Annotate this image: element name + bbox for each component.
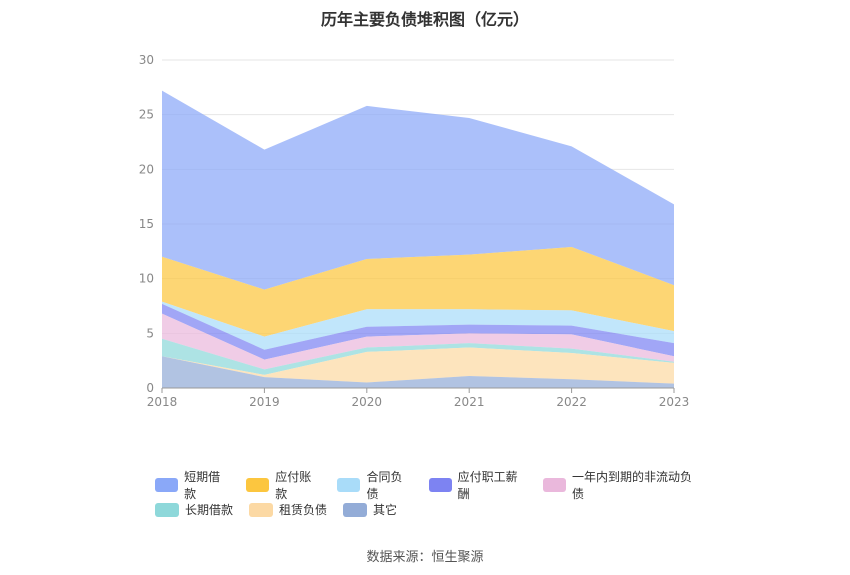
legend-item[interactable]: 租赁负债 [249, 501, 327, 518]
area-series-2[interactable] [162, 246, 674, 337]
area-series-4[interactable] [162, 303, 674, 360]
legend-swatch [542, 477, 566, 492]
data-source-note: 数据来源：恒生聚源 [366, 550, 484, 565]
y-tick-label: 0 [146, 381, 154, 395]
legend-swatch [155, 477, 179, 492]
area-series-5[interactable] [162, 313, 674, 370]
legend-row: 短期借款 应付账款 合同负债 应付职工薪酬 一年内到期的非流动负债 [155, 470, 715, 501]
legend-label: 一年内到期的非流动负债 [571, 469, 692, 501]
area-series-3[interactable] [162, 301, 674, 350]
legend-item[interactable]: 一年内到期的非流动负债 [542, 468, 699, 502]
legend-swatch [155, 502, 179, 517]
y-tick-label: 25 [139, 108, 154, 122]
legend-label: 其它 [373, 503, 398, 517]
legend-row: 长期借款 租赁负债 其它 [155, 497, 715, 522]
legend-item[interactable]: 其它 [343, 501, 397, 518]
legend-label: 应付职工薪酬 [457, 469, 518, 501]
legend-item[interactable]: 应付账款 [246, 468, 321, 502]
legend-swatch [343, 502, 368, 517]
y-tick-label: 15 [139, 217, 154, 231]
legend-item[interactable]: 短期借款 [155, 468, 230, 502]
x-tick-label: 2022 [556, 395, 587, 409]
legend-item[interactable]: 长期借款 [155, 501, 233, 518]
x-tick-label: 2019 [249, 395, 280, 409]
x-tick-label: 2020 [352, 395, 383, 409]
chart-legend: 短期借款 应付账款 合同负债 应付职工薪酬 一年内到期的非流动负债 长期借款 租赁负债 其它 [155, 470, 715, 522]
legend-item[interactable]: 应付职工薪酬 [428, 468, 527, 502]
y-tick-label: 20 [139, 162, 154, 176]
legend-label: 短期借款 [184, 469, 221, 501]
chart-title: 历年主要负债堆积图（亿元） [320, 10, 529, 29]
area-series-7[interactable] [162, 347, 674, 384]
legend-label: 租赁负债 [279, 503, 328, 517]
legend-label: 应付账款 [275, 469, 312, 501]
area-series-6[interactable] [162, 338, 674, 375]
x-tick-label: 2021 [454, 395, 485, 409]
x-tick-label: 2018 [147, 395, 178, 409]
y-tick-label: 10 [139, 272, 154, 286]
legend-label: 合同负债 [366, 469, 403, 501]
x-tick-label: 2023 [659, 395, 690, 409]
legend-label: 长期借款 [185, 503, 234, 517]
legend-swatch [246, 477, 270, 492]
legend-item[interactable]: 合同负债 [337, 468, 412, 502]
y-tick-label: 30 [139, 53, 154, 67]
area-series-8[interactable] [162, 356, 674, 388]
legend-swatch [428, 477, 452, 492]
y-tick-label: 5 [146, 326, 154, 340]
legend-swatch [337, 477, 361, 492]
legend-swatch [249, 502, 274, 517]
area-series-1[interactable] [162, 90, 674, 290]
